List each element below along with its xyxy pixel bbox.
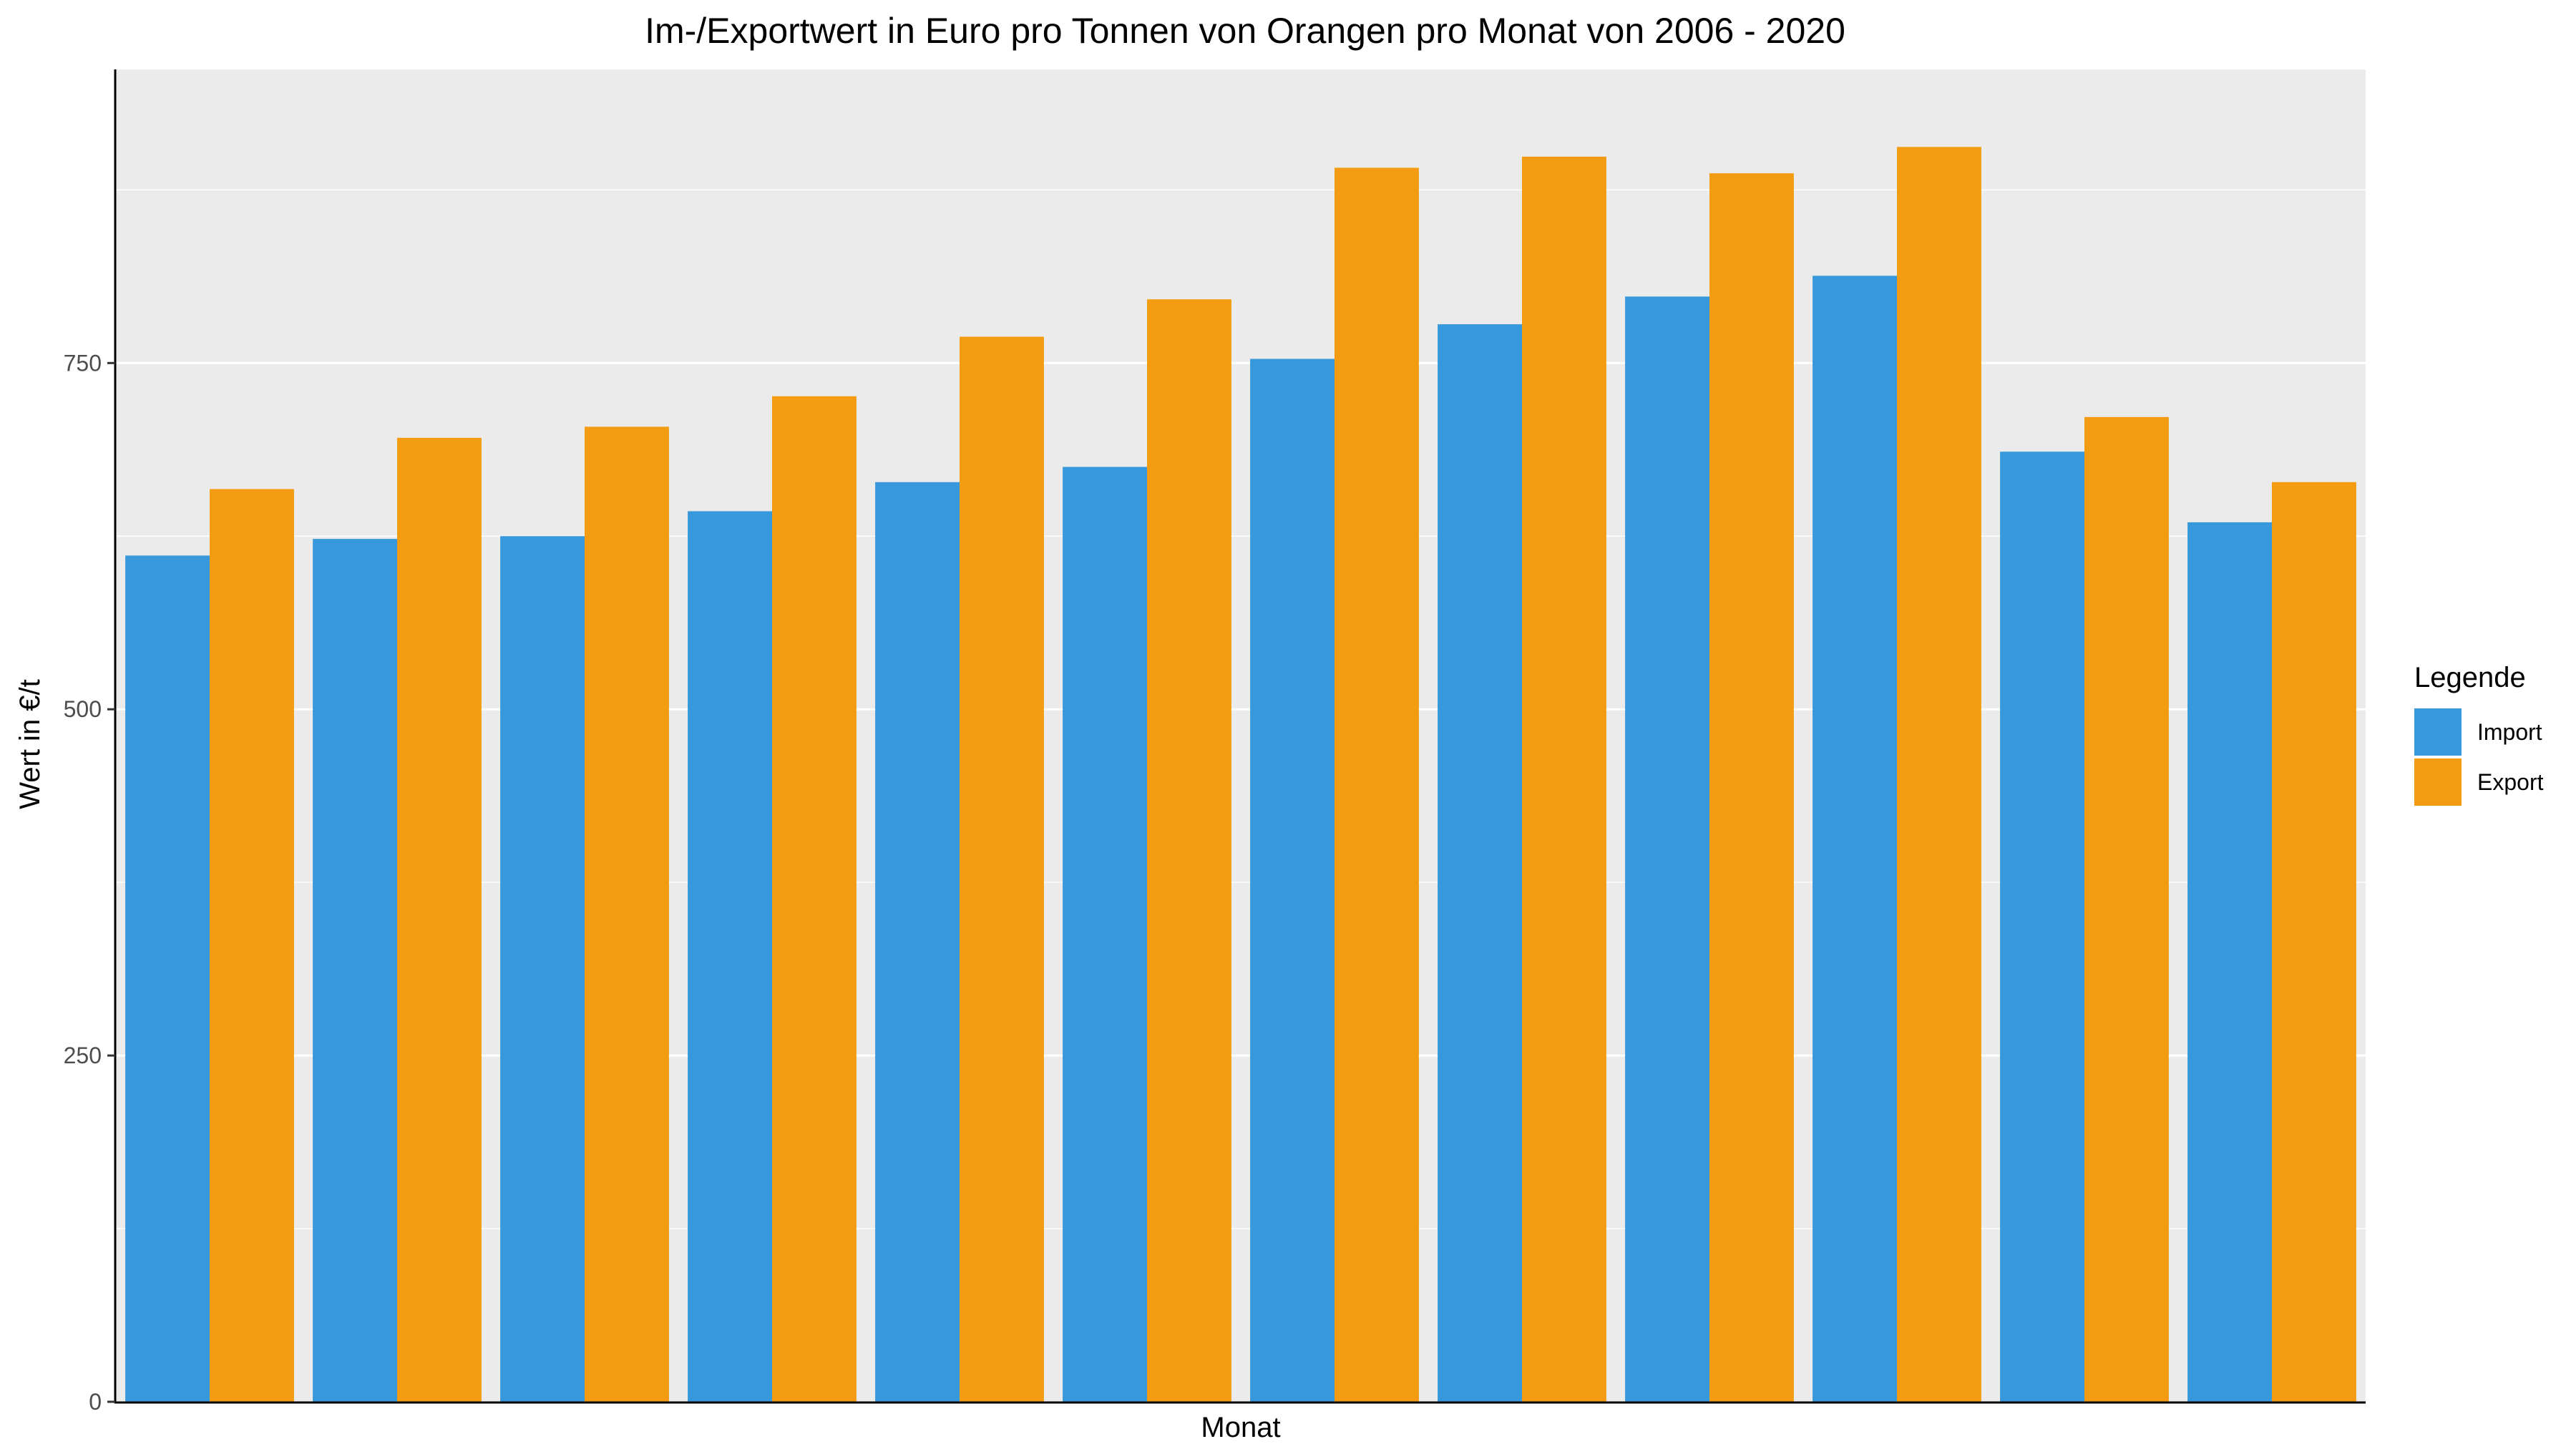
legend-swatch-export [2414,758,2462,806]
bar-import-8 [1438,324,1522,1402]
gridlines [116,189,2366,1229]
bar-export-10 [1897,147,1981,1402]
bar-export-8 [1522,156,1606,1402]
bar-import-10 [1813,275,1897,1402]
chart-title: Im-/Exportwert in Euro pro Tonnen von Or… [645,11,1845,51]
bar-import-9 [1625,296,1709,1402]
y-tick-label: 0 [89,1389,102,1415]
bar-export-4 [772,396,857,1402]
bar-import-11 [2000,452,2084,1402]
y-axis-title: Wert in €/t [14,679,46,809]
bar-import-2 [313,539,397,1402]
legend-label-export: Export [2477,769,2544,795]
y-tick-label: 250 [64,1043,102,1068]
bar-import-4 [688,511,772,1402]
bar-export-7 [1335,167,1419,1402]
legend: Legende Import Export [2414,662,2544,806]
legend-title: Legende [2414,662,2526,693]
legend-items: Import Export [2414,708,2544,806]
bars [125,147,2356,1402]
y-axis-ticks: 0 250 500 750 [64,350,115,1415]
plot-background [116,69,2366,1402]
x-axis-title: Monat [1201,1412,1280,1443]
bar-import-7 [1250,358,1335,1402]
y-tick-label: 750 [64,350,102,376]
y-tick-label: 500 [64,696,102,722]
bar-export-12 [2272,482,2356,1402]
bar-export-5 [960,336,1044,1402]
legend-label-import: Import [2477,719,2542,745]
bar-import-1 [125,555,210,1402]
bar-import-3 [500,536,585,1402]
bar-export-11 [2084,416,2169,1402]
bar-export-2 [397,437,482,1402]
legend-swatch-import [2414,708,2462,756]
bar-export-1 [210,489,294,1402]
bar-export-9 [1709,173,1794,1402]
bar-import-12 [2187,522,2272,1402]
bar-export-3 [585,426,669,1402]
bar-import-6 [1063,467,1147,1402]
bar-export-6 [1147,299,1231,1402]
bar-import-5 [875,482,960,1402]
